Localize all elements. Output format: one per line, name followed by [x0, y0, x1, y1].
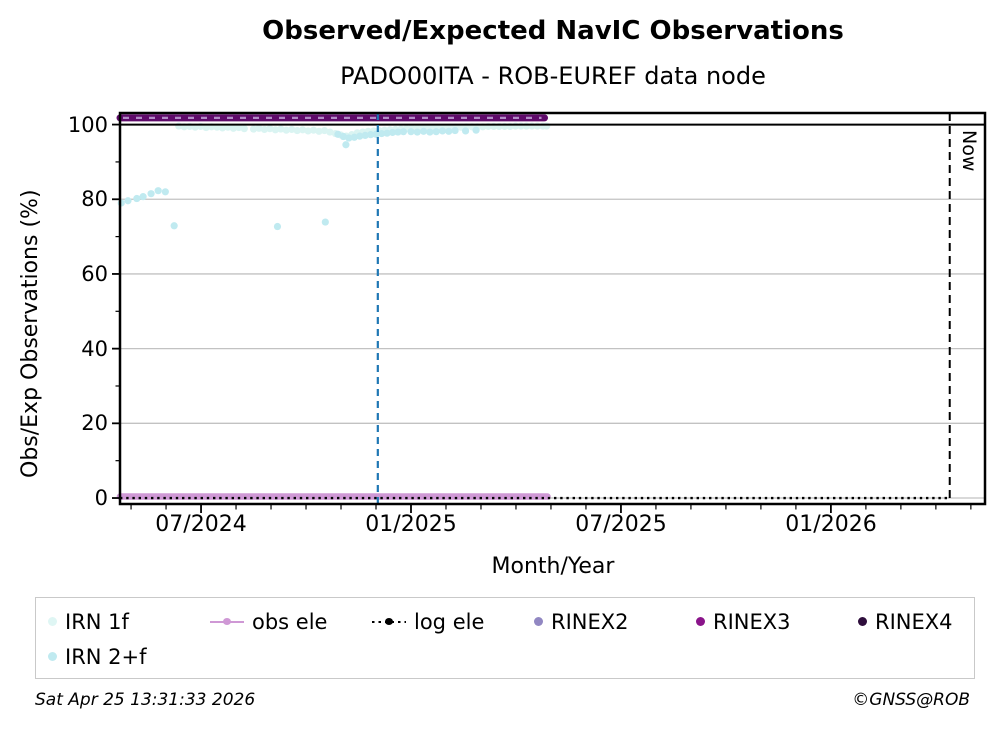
x-tick-label-012025: 01/2025: [365, 512, 457, 537]
legend-box: IRN 1f obs ele log ele RINEX2 RINEX3: [35, 597, 975, 679]
obs-ele-marker-icon: [210, 616, 244, 628]
chart-title: Observed/Expected NavIC Observations: [262, 16, 844, 46]
legend-label: RINEX2: [551, 609, 629, 634]
rinex3-marker-icon: [696, 617, 705, 626]
y-tick-label-100: 100: [67, 113, 108, 137]
x-axis-label: Month/Year: [491, 554, 615, 579]
legend-item-irn-2f: IRN 2+f: [42, 640, 204, 673]
x-tick-label-072024: 07/2024: [155, 512, 247, 537]
rinex2-marker-icon: [534, 617, 543, 626]
chart-subtitle: PADO00ITA - ROB-EUREF data node: [340, 62, 766, 90]
y-tick-label-40: 40: [81, 337, 108, 361]
legend-label: log ele: [414, 609, 485, 634]
legend-label: RINEX4: [875, 609, 953, 634]
legend-item-log-ele: log ele: [366, 605, 528, 638]
x-tick-label-012026: 01/2026: [785, 512, 877, 537]
legend-item-rinex2: RINEX2: [528, 605, 690, 638]
legend-item-obs-ele: obs ele: [204, 605, 366, 638]
y-axis-label: Obs/Exp Observations (%): [18, 189, 43, 478]
legend-item-rinex4: RINEX4: [852, 605, 968, 638]
legend-label: obs ele: [252, 609, 328, 634]
legend-item-irn-1f: IRN 1f: [42, 605, 204, 638]
y-tick-label-80: 80: [81, 187, 108, 211]
timestamp: Sat Apr 25 13:31:33 2026: [35, 690, 256, 710]
legend-item-rinex3: RINEX3: [690, 605, 852, 638]
y-tick-label-0: 0: [94, 486, 108, 510]
legend-label: IRN 1f: [65, 609, 129, 634]
x-tick-label-072025: 07/2025: [575, 512, 667, 537]
y-tick-label-60: 60: [81, 262, 108, 286]
copyright: ©GNSS@ROB: [852, 690, 970, 710]
now-label: Now: [958, 130, 980, 172]
irn-2f-marker-icon: [48, 652, 57, 661]
log-ele-marker-icon: [372, 616, 406, 628]
legend-label: IRN 2+f: [65, 644, 147, 669]
irn-1f-marker-icon: [48, 617, 57, 626]
y-tick-label-20: 20: [81, 411, 108, 435]
legend-label: RINEX3: [713, 609, 791, 634]
rinex4-marker-icon: [858, 617, 867, 626]
